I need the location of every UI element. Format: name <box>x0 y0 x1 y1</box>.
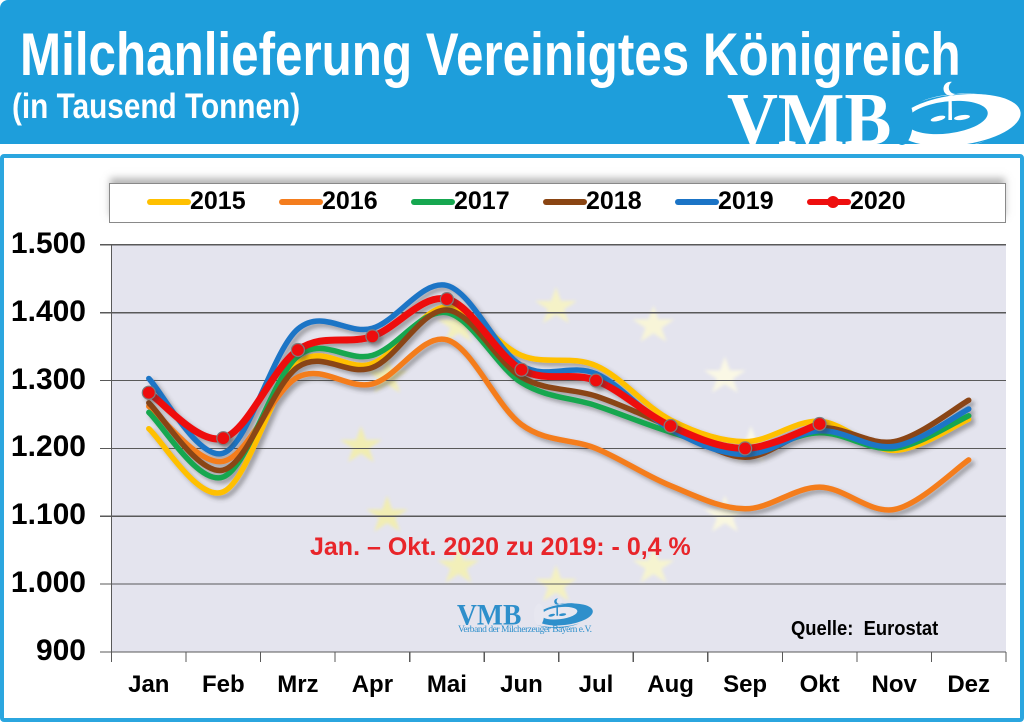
svg-text:VMB: VMB <box>727 78 891 150</box>
svg-text:Verband der Milcherzeuger Baye: Verband der Milcherzeuger Bayern e.V. <box>458 625 592 635</box>
svg-text:VMB: VMB <box>457 598 521 631</box>
